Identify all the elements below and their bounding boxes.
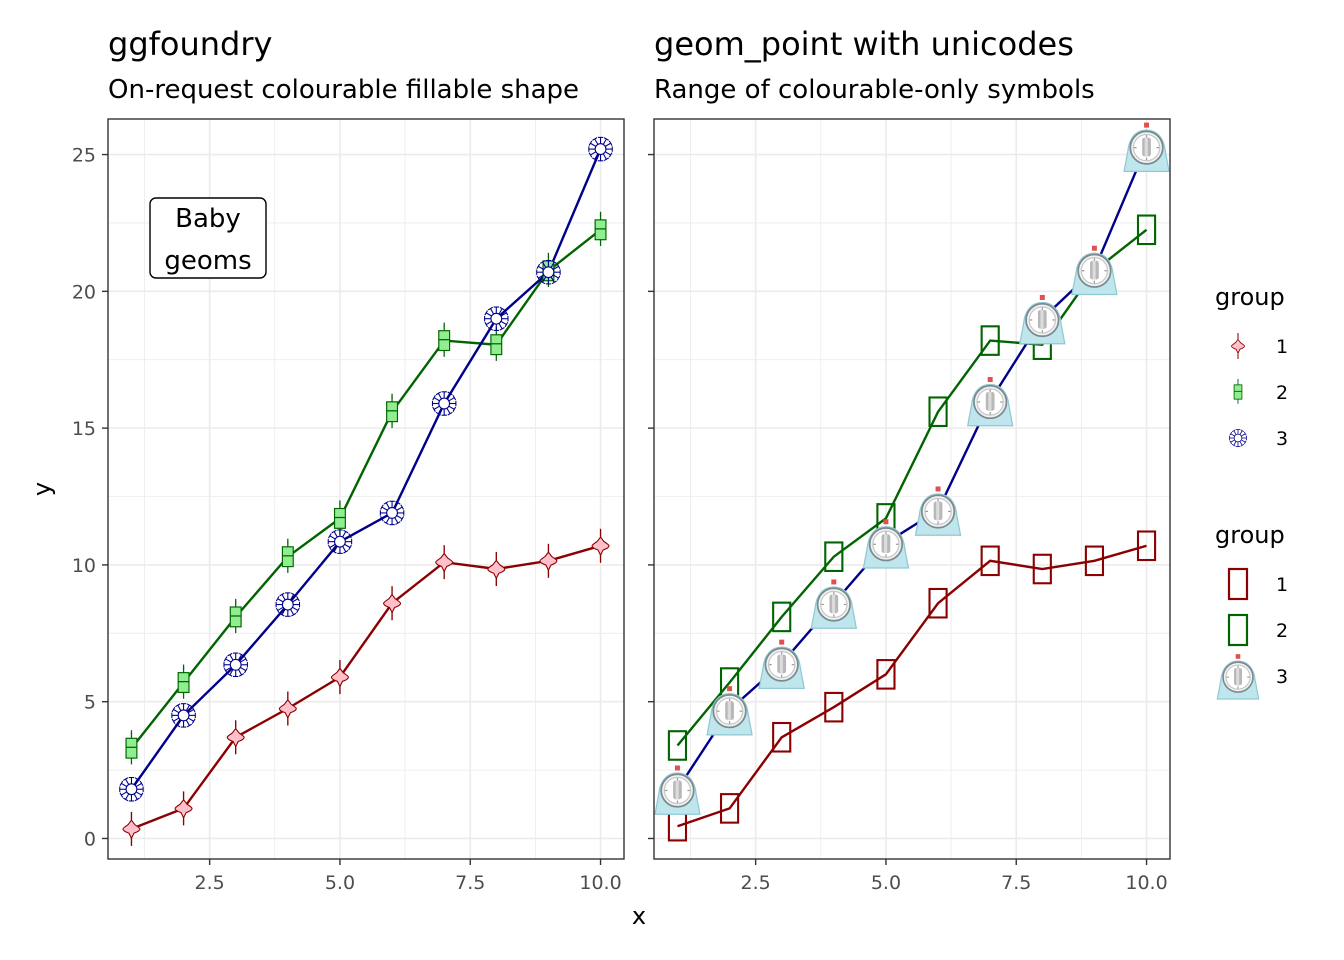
legend-key-violin — [1230, 332, 1246, 360]
point-group-1 — [278, 690, 297, 727]
left-chart: ggfoundry On-request colourable fillable… — [28, 25, 625, 894]
point-group-2 — [229, 598, 242, 634]
point-group-1 — [174, 790, 193, 827]
point-group-1 — [591, 528, 610, 564]
point-group-3 — [966, 376, 1014, 427]
point-group-2 — [125, 729, 138, 766]
chart-subtitle: Range of colourable-only symbols — [654, 75, 1095, 105]
legend-label: 3 — [1276, 666, 1288, 688]
legend-label: 1 — [1276, 336, 1288, 358]
chart-title: geom_point with unicodes — [654, 25, 1074, 63]
annotation-label: Baby geoms — [149, 197, 267, 279]
point-group-1 — [382, 585, 402, 621]
point-group-3 — [654, 764, 701, 816]
point-group-1 — [667, 810, 688, 842]
point-group-3 — [120, 778, 143, 801]
point-group-1 — [122, 811, 141, 847]
point-group-1 — [539, 543, 558, 579]
point-group-3 — [1071, 244, 1118, 296]
grid — [108, 119, 624, 859]
x-tick-label: 2.5 — [741, 872, 771, 894]
series-line-group-3 — [676, 145, 1148, 790]
series-line-group-2 — [676, 228, 1148, 747]
legend-title: group — [1215, 521, 1285, 549]
y-tick-label: 0 — [84, 828, 96, 850]
point-group-3 — [432, 392, 455, 415]
axes: 2.5 5.0 7.5 10.0 — [648, 153, 1168, 894]
point-group-2 — [438, 321, 451, 358]
point-group-2 — [386, 393, 399, 429]
legend-title: group — [1215, 283, 1285, 311]
series-line-group-3 — [130, 148, 602, 790]
x-tick-label: 7.5 — [1001, 872, 1031, 894]
plot-series — [654, 121, 1170, 842]
point-group-2 — [594, 211, 607, 247]
x-tick-label: 5.0 — [325, 872, 355, 894]
legend-label: 2 — [1276, 620, 1288, 642]
panel-border — [653, 118, 1171, 860]
y-tick-label: 10 — [72, 555, 96, 577]
y-tick-label: 5 — [84, 692, 96, 714]
right-chart: geom_point with unicodes Range of colour… — [648, 25, 1171, 894]
legends: group 1 2 3 group 1 2 3 — [1215, 283, 1288, 700]
x-axis-title: x — [632, 902, 646, 930]
legend-key-timer — [1216, 653, 1260, 700]
y-tick-label: 15 — [72, 418, 96, 440]
point-group-3 — [914, 485, 962, 537]
point-group-2 — [177, 663, 190, 700]
chart-subtitle: On-request colourable fillable shape — [108, 75, 579, 105]
y-tick-label: 20 — [72, 281, 96, 303]
legend-label: 3 — [1276, 428, 1288, 450]
series-line-group-2 — [130, 228, 602, 749]
point-group-3 — [706, 685, 753, 736]
point-group-1 — [226, 719, 245, 755]
legend-key-rectangle — [1227, 613, 1249, 647]
point-group-2 — [667, 730, 688, 761]
x-tick-label: 10.0 — [1125, 872, 1167, 894]
point-group-1 — [487, 551, 506, 587]
legend-key-rectangle — [1227, 567, 1249, 601]
point-group-3 — [1123, 121, 1170, 173]
x-tick-label: 5.0 — [871, 872, 901, 894]
legend-label: 2 — [1276, 382, 1288, 404]
chart-title: ggfoundry — [108, 25, 272, 63]
x-tick-label: 2.5 — [195, 872, 225, 894]
x-tick-label: 7.5 — [455, 872, 485, 894]
legend-2: group 1 2 3 — [1215, 521, 1288, 700]
point-group-3 — [380, 501, 403, 524]
legend-key-burst — [1230, 430, 1247, 447]
axes: 2.5 5.0 7.5 10.0 0 5 10 15 20 25 — [72, 145, 622, 894]
legend-1: group 1 2 3 — [1215, 283, 1288, 450]
point-group-2 — [281, 538, 294, 574]
series-line-group-1 — [131, 544, 601, 831]
y-tick-label: 25 — [72, 145, 96, 167]
annotation-line-2: geoms — [164, 246, 251, 276]
x-tick-label: 10.0 — [579, 872, 621, 894]
grid — [654, 119, 1170, 859]
legend-label: 1 — [1276, 574, 1288, 596]
point-group-3 — [862, 518, 910, 569]
y-axis-title: y — [28, 482, 56, 496]
point-group-3 — [589, 137, 612, 160]
point-group-1 — [330, 659, 350, 695]
annotation-line-1: Baby — [175, 204, 241, 234]
legend-key-boxplot — [1233, 378, 1243, 405]
panel-border — [107, 118, 625, 860]
plot-series — [120, 137, 612, 847]
series-line-group-1 — [677, 544, 1147, 828]
point-group-1 — [435, 544, 454, 580]
point-group-2 — [490, 326, 503, 362]
